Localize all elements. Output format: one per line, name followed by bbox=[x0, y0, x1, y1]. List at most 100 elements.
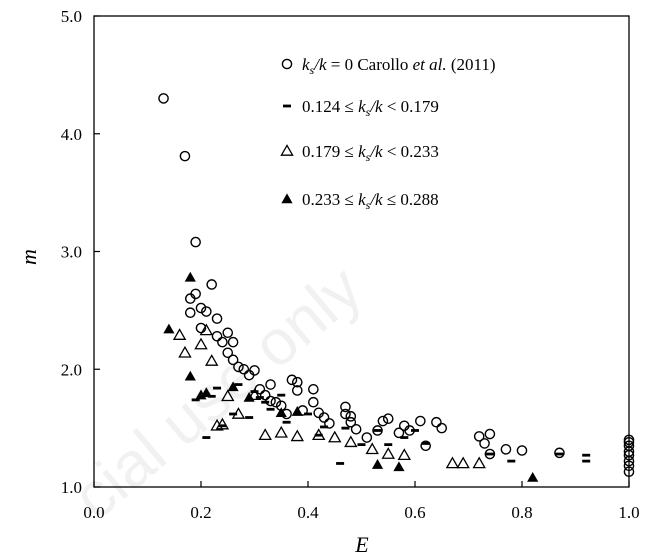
data-point-series-1 bbox=[238, 363, 250, 375]
data-points bbox=[158, 93, 635, 482]
data-point-series-3 bbox=[397, 448, 412, 461]
data-point-series-1 bbox=[227, 336, 239, 348]
x-tick-label: 1.0 bbox=[618, 503, 639, 522]
data-point-series-2 bbox=[582, 453, 591, 457]
data-point-series-1 bbox=[415, 415, 426, 427]
data-point-series-2 bbox=[320, 425, 329, 429]
data-point-series-1 bbox=[308, 396, 319, 408]
data-point-series-1 bbox=[195, 322, 207, 334]
data-point-series-2 bbox=[266, 407, 275, 411]
x-tick-label: 0.4 bbox=[297, 503, 319, 522]
data-point-series-2 bbox=[213, 386, 222, 390]
data-point-series-1 bbox=[623, 460, 635, 472]
data-point-series-1 bbox=[270, 396, 282, 408]
data-point-series-1 bbox=[393, 427, 405, 439]
data-point-series-1 bbox=[195, 302, 207, 314]
legend-label-series-3: 0.179 ≤ ks/k < 0.233 bbox=[302, 142, 439, 164]
data-point-series-3 bbox=[215, 417, 230, 430]
data-point-series-4 bbox=[275, 407, 287, 418]
data-point-series-2 bbox=[282, 420, 291, 424]
data-point-series-2 bbox=[304, 412, 312, 416]
y-tick-label: 4.0 bbox=[61, 125, 82, 144]
data-point-series-1 bbox=[473, 431, 485, 442]
data-point-series-2 bbox=[341, 426, 350, 430]
data-point-series-2 bbox=[411, 429, 419, 432]
data-point-series-2 bbox=[485, 452, 494, 456]
data-point-series-1 bbox=[554, 447, 565, 459]
data-point-series-1 bbox=[190, 288, 201, 300]
data-point-series-1 bbox=[623, 455, 635, 467]
data-point-series-3 bbox=[221, 389, 235, 402]
data-point-series-2 bbox=[255, 396, 264, 399]
data-point-series-4 bbox=[393, 461, 405, 472]
legend-label-series-1: ks/k = 0 Carollo et al. (2011) bbox=[302, 55, 496, 77]
series-1 bbox=[158, 93, 635, 477]
data-point-series-2 bbox=[245, 416, 254, 419]
data-point-series-1 bbox=[382, 413, 394, 425]
data-point-series-1 bbox=[184, 307, 196, 319]
data-point-series-3 bbox=[365, 442, 379, 455]
data-point-series-3 bbox=[204, 354, 219, 366]
data-point-series-1 bbox=[623, 449, 635, 461]
data-point-series-4 bbox=[163, 323, 175, 334]
data-point-series-3 bbox=[194, 337, 208, 350]
x-tick-label: 0.0 bbox=[83, 503, 104, 522]
data-point-series-2 bbox=[261, 400, 270, 404]
data-point-series-2 bbox=[384, 443, 393, 447]
data-point-series-2 bbox=[234, 383, 243, 386]
data-point-series-1 bbox=[158, 93, 169, 104]
data-point-series-3 bbox=[231, 407, 246, 419]
data-point-series-1 bbox=[623, 466, 635, 477]
data-point-series-1 bbox=[211, 313, 223, 324]
data-point-series-1 bbox=[179, 150, 191, 162]
data-point-series-1 bbox=[222, 347, 234, 359]
data-point-series-3 bbox=[210, 418, 224, 431]
data-point-series-4 bbox=[200, 387, 212, 397]
data-point-series-2 bbox=[218, 424, 227, 428]
y-tick-label: 5.0 bbox=[61, 7, 82, 26]
data-point-series-1 bbox=[350, 424, 362, 435]
data-point-series-1 bbox=[211, 330, 223, 342]
data-point-series-2 bbox=[421, 442, 430, 445]
data-point-series-1 bbox=[206, 279, 217, 290]
data-point-series-4 bbox=[227, 381, 239, 392]
series-2 bbox=[191, 383, 591, 465]
data-point-series-3 bbox=[445, 456, 460, 469]
data-point-series-2 bbox=[373, 429, 382, 432]
data-point-series-1 bbox=[340, 408, 351, 420]
data-point-series-3 bbox=[290, 429, 305, 442]
legend-label-series-4: 0.233 ≤ ks/k ≤ 0.288 bbox=[302, 190, 439, 212]
data-point-series-1 bbox=[484, 428, 496, 440]
data-point-series-3 bbox=[247, 388, 262, 401]
data-point-series-1 bbox=[431, 416, 442, 428]
data-point-series-4 bbox=[371, 459, 384, 469]
data-point-series-1 bbox=[516, 445, 528, 456]
data-point-series-3 bbox=[472, 456, 486, 469]
data-point-series-3 bbox=[456, 456, 470, 469]
series-3 bbox=[172, 323, 486, 469]
data-point-series-2 bbox=[582, 459, 591, 463]
legend-marker-series-2 bbox=[283, 104, 291, 108]
y-tick-label: 1.0 bbox=[61, 478, 82, 497]
data-point-series-3 bbox=[381, 447, 395, 459]
data-point-series-1 bbox=[259, 389, 271, 401]
x-tick-label: 0.2 bbox=[190, 503, 211, 522]
data-point-series-1 bbox=[340, 401, 351, 413]
data-point-series-1 bbox=[345, 416, 357, 428]
data-point-series-3 bbox=[328, 430, 342, 443]
data-point-series-2 bbox=[336, 462, 345, 465]
data-point-series-4 bbox=[184, 271, 196, 282]
data-point-series-3 bbox=[274, 425, 288, 438]
data-point-series-1 bbox=[361, 432, 373, 443]
data-point-series-1 bbox=[372, 425, 383, 436]
data-point-series-1 bbox=[286, 374, 298, 386]
data-point-series-1 bbox=[420, 440, 432, 452]
data-point-series-3 bbox=[311, 428, 326, 441]
legend-marker-series-1 bbox=[281, 58, 293, 70]
x-axis: 0.0 0.2 0.4 0.6 0.8 1.0 bbox=[83, 481, 640, 522]
data-point-series-2 bbox=[207, 394, 216, 398]
data-point-series-1 bbox=[249, 365, 260, 376]
data-point-series-1 bbox=[345, 411, 357, 422]
data-point-series-1 bbox=[190, 236, 201, 248]
legend-marker-series-3 bbox=[280, 144, 294, 156]
